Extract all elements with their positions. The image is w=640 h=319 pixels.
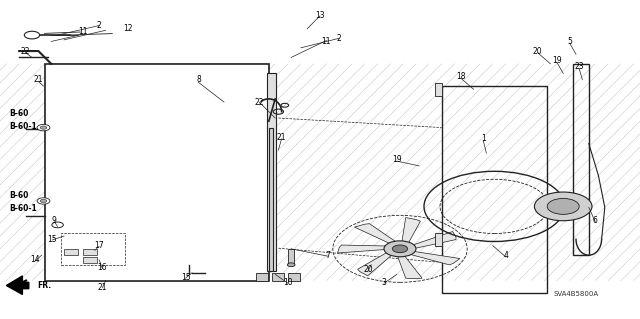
Circle shape	[40, 199, 47, 203]
Text: 15: 15	[47, 235, 58, 244]
Text: 12: 12	[124, 24, 132, 33]
Text: 17: 17	[94, 241, 104, 250]
Polygon shape	[413, 232, 456, 249]
Polygon shape	[337, 245, 388, 253]
Bar	[288, 249, 294, 265]
Text: SVA4B5800A: SVA4B5800A	[554, 291, 599, 297]
Circle shape	[287, 263, 295, 267]
Text: 20: 20	[532, 47, 543, 56]
Polygon shape	[402, 218, 420, 244]
Text: 14: 14	[30, 256, 40, 264]
Bar	[45, 64, 269, 281]
Polygon shape	[355, 224, 397, 243]
Text: B-60: B-60	[10, 191, 29, 200]
Text: FR.: FR.	[37, 281, 51, 290]
Bar	[83, 249, 97, 255]
Bar	[435, 233, 442, 246]
Text: 9: 9	[52, 216, 57, 225]
Bar	[83, 257, 97, 263]
Text: 2: 2	[337, 34, 342, 43]
Text: 8: 8	[196, 75, 201, 84]
Circle shape	[547, 198, 579, 214]
Bar	[267, 73, 276, 271]
Text: 11: 11	[79, 27, 88, 36]
Text: 22: 22	[255, 98, 264, 107]
Bar	[288, 273, 300, 281]
Text: 2: 2	[97, 21, 102, 30]
Bar	[64, 249, 78, 255]
Text: 23: 23	[574, 63, 584, 71]
Text: 19: 19	[552, 56, 562, 65]
Text: B-60: B-60	[10, 109, 29, 118]
Polygon shape	[408, 251, 460, 265]
Text: 20: 20	[363, 265, 373, 274]
Polygon shape	[6, 276, 29, 294]
Polygon shape	[397, 255, 422, 279]
Text: 4: 4	[503, 251, 508, 260]
Text: 6: 6	[593, 216, 598, 225]
Circle shape	[37, 124, 50, 131]
Polygon shape	[358, 252, 392, 276]
Text: 18: 18	[456, 72, 465, 81]
Text: 15: 15	[180, 273, 191, 282]
Text: B-60-1: B-60-1	[10, 204, 37, 212]
Bar	[269, 128, 273, 271]
Circle shape	[384, 241, 416, 257]
Text: 19: 19	[392, 155, 402, 164]
Circle shape	[534, 192, 592, 221]
Text: B-60-1: B-60-1	[10, 122, 37, 131]
Circle shape	[37, 198, 50, 204]
Bar	[442, 86, 547, 293]
Text: 1: 1	[481, 134, 486, 143]
Text: 21: 21	[277, 133, 286, 142]
Text: 13: 13	[315, 11, 325, 20]
Text: 7: 7	[325, 251, 330, 260]
Text: 10: 10	[283, 278, 293, 287]
Bar	[256, 273, 268, 281]
Text: 16: 16	[97, 263, 108, 272]
Text: 3: 3	[381, 278, 387, 287]
Text: 22: 22	[21, 47, 30, 56]
Circle shape	[392, 245, 408, 253]
Bar	[61, 233, 125, 265]
Bar	[272, 273, 284, 281]
Bar	[435, 83, 442, 96]
Text: 5: 5	[567, 37, 572, 46]
Circle shape	[40, 126, 47, 129]
Bar	[573, 64, 589, 255]
Text: 21: 21	[98, 283, 107, 292]
Text: 21: 21	[34, 75, 43, 84]
Text: 11: 11	[322, 37, 331, 46]
